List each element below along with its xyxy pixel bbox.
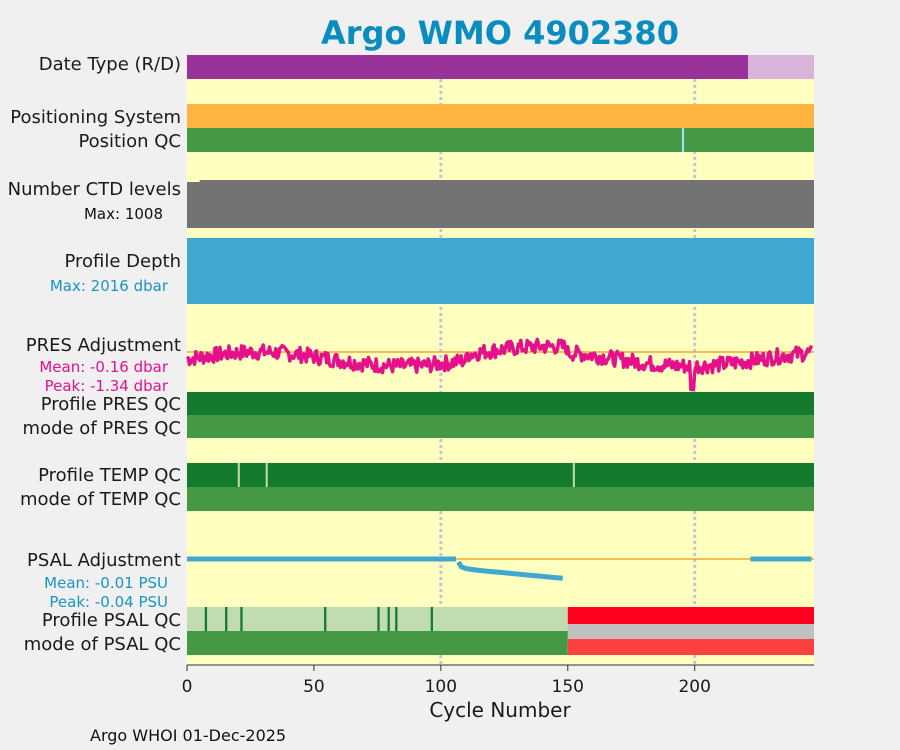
row-label-profile-depth: Profile Depth <box>64 251 181 272</box>
profile-psal-qc-mark <box>377 607 380 631</box>
mode-pres-qc-bar <box>187 415 814 438</box>
row-label-profile-temp-qc: Profile TEMP QC <box>38 465 181 486</box>
profile-psal-qc-mark <box>204 607 208 631</box>
pres-mean: Mean: -0.16 dbar <box>39 358 169 376</box>
row-label-psal-adjustment: PSAL Adjustment <box>27 550 181 571</box>
profile-temp-qc-bar <box>187 463 814 487</box>
profile-psal-qc-mark <box>395 607 398 631</box>
position-qc-bar <box>187 128 814 152</box>
profile-psal-qc-mark <box>387 607 390 631</box>
date-type-bar-D <box>187 55 748 79</box>
row-label-profile-psal-qc: Profile PSAL QC <box>42 610 181 631</box>
ctd-levels-low-cycle <box>187 180 200 182</box>
row-label-mode-temp-qc: mode of TEMP QC <box>20 489 181 510</box>
position-qc-mark <box>682 128 685 152</box>
profile-pres-qc-bar <box>187 392 814 415</box>
row-label-pres-adjustment: PRES Adjustment <box>26 335 181 356</box>
row-label-mode-psal-qc: mode of PSAL QC <box>24 634 181 655</box>
profile-psal-qc-mark <box>324 607 327 631</box>
psal-adjustment-series-1 <box>456 560 563 581</box>
row-label-mode-pres-qc: mode of PRES QC <box>23 418 181 439</box>
profile-temp-qc-mark <box>237 463 240 487</box>
x-axis-label: Cycle Number <box>429 698 571 722</box>
psal-peak: Peak: -0.04 PSU <box>49 593 168 611</box>
positioning-system-bar <box>187 104 814 128</box>
pres-peak: Peak: -1.34 dbar <box>45 377 169 395</box>
mode-psal-qc-good <box>187 631 568 655</box>
x-tick-label: 50 <box>303 677 325 697</box>
profile-psal-qc-mark <box>430 607 433 631</box>
row-labels: Date Type (R/D) Positioning System Posit… <box>8 54 181 655</box>
row-label-date-type: Date Type (R/D) <box>39 54 181 75</box>
x-tick-label: 100 <box>425 677 457 697</box>
psal-mean: Mean: -0.01 PSU <box>44 574 168 592</box>
profile-psal-qc-mark <box>225 607 228 631</box>
row-label-profile-pres-qc: Profile PRES QC <box>41 394 181 415</box>
profile-psal-qc-unset <box>567 624 814 639</box>
x-tick-label: 200 <box>678 677 710 697</box>
date-type-bar-R <box>748 55 814 79</box>
mode-temp-qc-bar <box>187 487 814 511</box>
footer-credit: Argo WHOI 01-Dec-2025 <box>90 726 286 745</box>
profile-psal-qc-bad <box>567 607 814 624</box>
x-tick-label: 0 <box>182 677 193 697</box>
x-axis: 0 50 100 150 200 <box>182 664 814 697</box>
chart-title: Argo WMO 4902380 <box>321 14 679 52</box>
ctd-levels-max: Max: 1008 <box>84 205 163 223</box>
row-label-positioning-system: Positioning System <box>10 107 181 128</box>
profile-depth-max: Max: 2016 dbar <box>50 277 169 295</box>
profile-depth-bar <box>187 238 814 304</box>
profile-psal-qc-mark <box>240 607 243 631</box>
ctd-levels-bar <box>187 180 814 228</box>
mode-psal-qc-bad <box>567 639 814 655</box>
plot-area <box>185 55 814 665</box>
row-label-position-qc: Position QC <box>78 131 181 152</box>
x-tick-label: 150 <box>552 677 584 697</box>
profile-temp-qc-mark <box>572 463 575 487</box>
row-label-ctd-levels: Number CTD levels <box>8 179 181 200</box>
pres-adjustment-series <box>185 337 814 392</box>
profile-temp-qc-mark <box>265 463 268 487</box>
